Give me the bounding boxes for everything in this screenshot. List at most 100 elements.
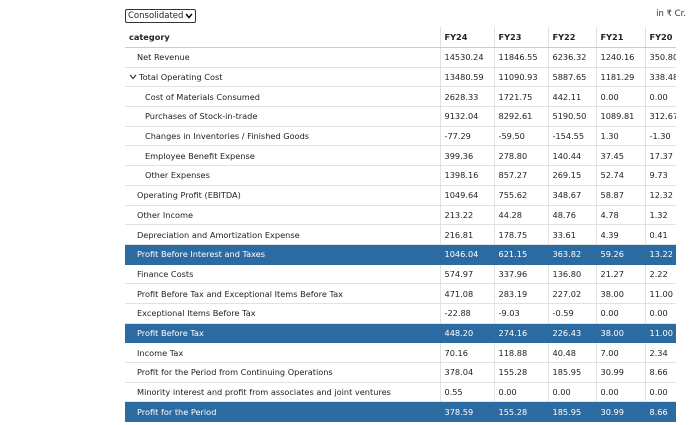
cell-value: 0.00 [644,382,676,403]
cell-value: 363.82 [547,244,596,265]
row-label: Minority interest and profit from associ… [125,382,440,403]
row-label: Purchases of Stock-in-trade [125,106,440,127]
table-row: Exceptional Items Before Tax -22.88 -9.03-… [125,303,676,324]
table-row: Purchases of Stock-in-trade 9132.04 8292.6… [125,106,676,127]
cell-value: 348.67 [547,185,596,206]
cell-value: 471.08 [439,283,494,304]
dropdown-arrow [185,13,193,19]
row-label: Profit for the Period [125,401,440,423]
row-label: Operating Profit (EBITDA) [125,185,440,206]
table-row: Profit for the Period 378.59 155.28 185.95 3… [125,401,676,423]
row-label-text: Profit Before Tax and Exceptional Items … [137,288,344,299]
cell-value: 155.28 [493,401,548,423]
consolidated-dropdown[interactable]: Consolidated [125,9,197,23]
cell-value: 283.19 [493,283,548,304]
cell-value: 1089.81 [595,106,645,127]
cell-value: 5190.50 [547,106,596,127]
row-label-text: Profit Before Tax [137,327,204,338]
cell-value: 755.62 [493,185,548,206]
row-label-text: Other Expenses [145,170,210,181]
row-label: Employee Benefit Expense [125,145,440,167]
cell-value: 1049.64 [439,185,494,206]
row-label: Finance Costs [125,264,440,285]
table-row: Minority interest and profit from associ… [125,382,676,403]
cell-value: 226.43 [547,323,596,344]
column-header: FY22 [547,27,596,48]
cell-value: 0.00 [644,303,676,324]
cell-value: 38.00 [595,323,645,344]
row-label: Profit Before Tax and Exceptional Items … [125,283,440,304]
row-label: Total Operating Cost [125,67,440,88]
cell-value: 0.00 [595,86,645,108]
row-label-text: Other Income [137,209,193,220]
cell-value: 11090.93 [493,67,548,88]
cell-value: 44.28 [493,205,548,226]
cell-value: -0.59 [547,303,596,324]
row-label-text: Net Revenue [137,52,190,63]
table-row[interactable]: Total Operating Cost 13480.59 11090.93 5887… [125,67,676,88]
row-label: Other Income [125,205,440,226]
row-label: Changes in Inventories / Finished Goods [125,126,440,147]
cell-value: -77.29 [439,126,494,147]
cell-value: 1.32 [644,205,676,226]
row-label-text: Minority interest and profit from associ… [137,387,391,398]
cell-value: 30.99 [595,362,645,383]
column-header: FY23 [493,27,548,48]
cell-value: 1721.75 [493,86,548,108]
cell-value: 140.44 [547,145,596,167]
cell-value: 8292.61 [493,106,548,127]
table-row: Finance Costs 574.97 337.96 136.80 21.27 2.22 [125,264,676,285]
cell-value: 38.00 [595,283,645,304]
cell-value: -59.50 [493,126,548,147]
cell-value: 8.66 [644,362,676,383]
cell-value: 13.22 [644,244,676,265]
cell-value: 0.41 [644,224,676,245]
cell-value: 448.20 [439,323,494,344]
table-row: Profit for the Period from Continuing Op… [125,362,676,383]
row-label-text: Exceptional Items Before Tax [137,308,256,319]
cell-value: 1240.16 [595,47,645,68]
cell-value: 2628.33 [439,86,494,108]
cell-value: 0.00 [644,86,676,108]
row-label-text: Employee Benefit Expense [145,150,255,161]
table-row: Profit Before Tax and Exceptional Items … [125,283,676,304]
cell-value: 378.04 [439,362,494,383]
cell-value: 155.28 [493,362,548,383]
cell-value: 337.96 [493,264,548,285]
cell-value: 0.00 [493,382,548,403]
table-row: Profit Before Tax 448.20 274.16 226.43 38.00… [125,323,676,344]
cell-value: -9.03 [493,303,548,324]
cell-value: 178.75 [493,224,548,245]
cell-value: 11.00 [644,323,676,344]
expand-chevron[interactable] [129,74,137,80]
cell-value: 185.95 [547,401,596,423]
cell-value: 14530.24 [439,47,494,68]
cell-value: 4.39 [595,224,645,245]
cell-value: 136.80 [547,264,596,285]
table-row: Employee Benefit Expense 399.36 278.80 140.… [125,145,676,167]
row-label-text: Finance Costs [137,268,194,279]
row-label-text: Purchases of Stock-in-trade [145,111,258,122]
table-row: Depreciation and Amortization Expense 216… [125,224,676,245]
unit-label: in ₹ Cr. [656,9,686,19]
cell-value: 621.15 [493,244,548,265]
cell-value: 17.37 [644,145,676,167]
cell-value: 2.22 [644,264,676,285]
table-row: Operating Profit (EBITDA) 1049.64 755.62 34… [125,185,676,206]
table-row: Changes in Inventories / Finished Goods -… [125,126,676,147]
cell-value: 274.16 [493,323,548,344]
row-label: Cost of Materials Consumed [125,86,440,108]
cell-value: -1.30 [644,126,676,147]
cell-value: 21.27 [595,264,645,285]
cell-value: 4.78 [595,205,645,226]
row-label-text: Income Tax [137,347,184,358]
cell-value: 0.00 [595,303,645,324]
row-label: Other Expenses [125,165,440,186]
table-row: Other Income 213.22 44.28 48.76 4.78 1.32 [125,205,676,226]
row-label: Exceptional Items Before Tax [125,303,440,324]
row-label-text: Depreciation and Amortization Expense [137,229,300,240]
cell-value: 11.00 [644,283,676,304]
row-label: Income Tax [125,342,440,363]
column-header: FY21 [595,27,645,48]
